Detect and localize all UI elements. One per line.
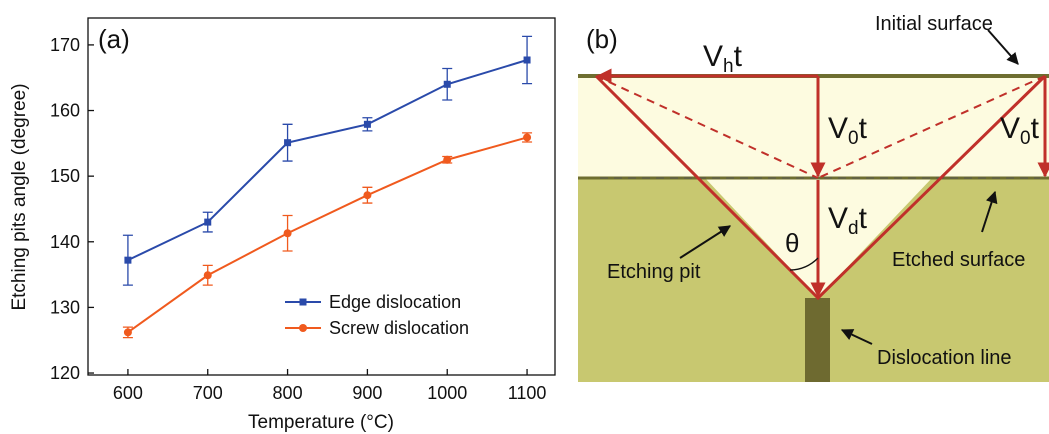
x-axis-label: Temperature (°C) — [248, 412, 394, 433]
label: Dislocation line — [877, 347, 1012, 369]
label: Initial surface — [875, 13, 993, 35]
panel-label: (a) — [98, 24, 130, 54]
label: V — [828, 202, 848, 235]
label: 0 — [1020, 128, 1031, 149]
x-tick-label: 600 — [113, 383, 143, 403]
pit-profile — [594, 74, 1047, 301]
pointer — [840, 329, 873, 345]
marker — [363, 120, 371, 128]
dashed-red — [595, 75, 819, 179]
pointer — [981, 190, 998, 233]
pointer — [679, 225, 732, 259]
label: V — [828, 112, 848, 145]
marker — [204, 218, 212, 226]
marker — [123, 328, 132, 337]
chart-panel: (a) Temperature (°C) Etching pits angle … — [9, 17, 556, 433]
plot-frame — [87, 17, 556, 376]
y-tick-label: 140 — [50, 232, 80, 252]
marker — [443, 80, 451, 88]
label: Vdt — [828, 202, 868, 239]
etched-region — [578, 76, 1049, 298]
label: t — [1031, 112, 1040, 145]
theta-arc — [789, 257, 819, 271]
y-tick-label: 120 — [50, 363, 80, 383]
y-axis-label: Etching pits angle (degree) — [9, 83, 30, 310]
series-line — [127, 59, 528, 262]
dislocation-line — [805, 298, 830, 382]
label: Vht — [703, 40, 743, 77]
label: t — [734, 40, 743, 73]
marker — [443, 155, 452, 164]
label: t — [859, 202, 868, 235]
x-tick-label: 800 — [273, 383, 303, 403]
label: θ — [785, 228, 799, 258]
label: V0t — [828, 112, 868, 149]
y-tick-label: 170 — [50, 35, 80, 55]
label: Etched surface — [892, 249, 1025, 271]
x-tick-label: 900 — [352, 383, 382, 403]
label: d — [848, 218, 859, 239]
label: 0 — [848, 128, 859, 149]
marker — [283, 229, 292, 238]
legend-marker — [299, 298, 307, 306]
panel-label: (b) — [586, 24, 618, 54]
legend-label: Screw dislocation — [329, 318, 469, 338]
series-line — [127, 136, 528, 334]
x-tick-label: 1000 — [427, 383, 467, 403]
y-tick-label: 130 — [50, 297, 80, 317]
legend-marker — [299, 324, 307, 332]
x-tick-label: 700 — [193, 383, 223, 403]
marker — [363, 191, 372, 200]
pointer — [987, 29, 1019, 65]
y-tick-label: 160 — [50, 101, 80, 121]
marker — [203, 271, 212, 280]
label: t — [859, 112, 868, 145]
y-tick-label: 150 — [50, 166, 80, 186]
x-tick-label: 1100 — [508, 383, 547, 403]
legend-label: Edge dislocation — [329, 292, 461, 312]
label: V — [703, 40, 723, 73]
marker — [523, 56, 531, 64]
diagram-panel: (b) Initial surface Vht V0t V0t Vdt θ Et… — [578, 13, 1049, 382]
marker — [124, 256, 132, 264]
marker — [284, 139, 292, 147]
label: V0t — [1000, 112, 1040, 149]
marker — [523, 133, 532, 142]
label: h — [723, 56, 734, 77]
label: V — [1000, 112, 1020, 145]
label: Etching pit — [607, 261, 701, 283]
